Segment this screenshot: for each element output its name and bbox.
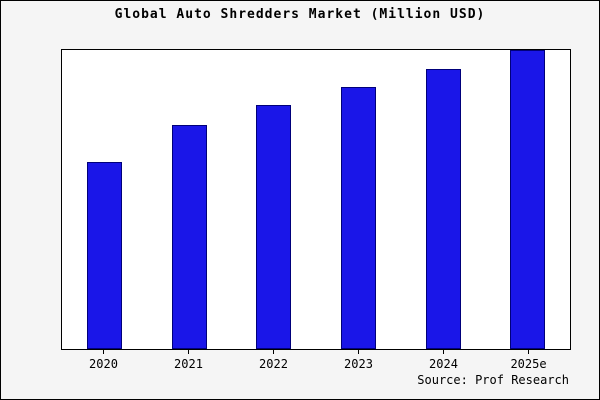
x-tick-mark bbox=[188, 350, 189, 354]
source-credit: Source: Prof Research bbox=[417, 373, 569, 387]
bar-2022 bbox=[256, 105, 292, 349]
x-tick-mark bbox=[528, 350, 529, 354]
bar-slot-2020 bbox=[62, 50, 147, 349]
bar-slot-2024 bbox=[401, 50, 486, 349]
x-tick-label-2021: 2021 bbox=[174, 357, 203, 371]
x-tick-cell-2023: 2023 bbox=[316, 350, 401, 371]
x-tick-cell-2021: 2021 bbox=[146, 350, 231, 371]
bar-2023 bbox=[340, 87, 376, 349]
plot-area bbox=[61, 49, 571, 350]
chart-title: Global Auto Shredders Market (Million US… bbox=[114, 7, 486, 22]
x-tick-label-2022: 2022 bbox=[259, 357, 288, 371]
x-tick-cell-2025e: 2025e bbox=[486, 350, 571, 371]
x-tick-cell-2022: 2022 bbox=[231, 350, 316, 371]
bar-2025e bbox=[510, 50, 546, 349]
bar-slot-2021 bbox=[147, 50, 232, 349]
x-tick-mark bbox=[443, 350, 444, 354]
bar-2021 bbox=[171, 124, 207, 349]
x-tick-mark bbox=[103, 350, 104, 354]
x-tick-label-2024: 2024 bbox=[429, 357, 458, 371]
x-tick-label-2020: 2020 bbox=[89, 357, 118, 371]
x-tick-label-2023: 2023 bbox=[344, 357, 373, 371]
x-tick-mark bbox=[358, 350, 359, 354]
bar-slot-2022 bbox=[231, 50, 316, 349]
x-tick-label-2025e: 2025e bbox=[510, 357, 547, 371]
bars-row bbox=[62, 50, 570, 349]
x-tick-cell-2024: 2024 bbox=[401, 350, 486, 371]
bar-slot-2025e bbox=[485, 50, 570, 349]
bar-2024 bbox=[425, 69, 461, 349]
x-tick-cell-2020: 2020 bbox=[61, 350, 146, 371]
bar-slot-2023 bbox=[316, 50, 401, 349]
x-tick-mark bbox=[273, 350, 274, 354]
x-axis-labels: 2020 2021 2022 2023 2024 2025e bbox=[61, 350, 571, 371]
bar-2020 bbox=[86, 162, 122, 349]
